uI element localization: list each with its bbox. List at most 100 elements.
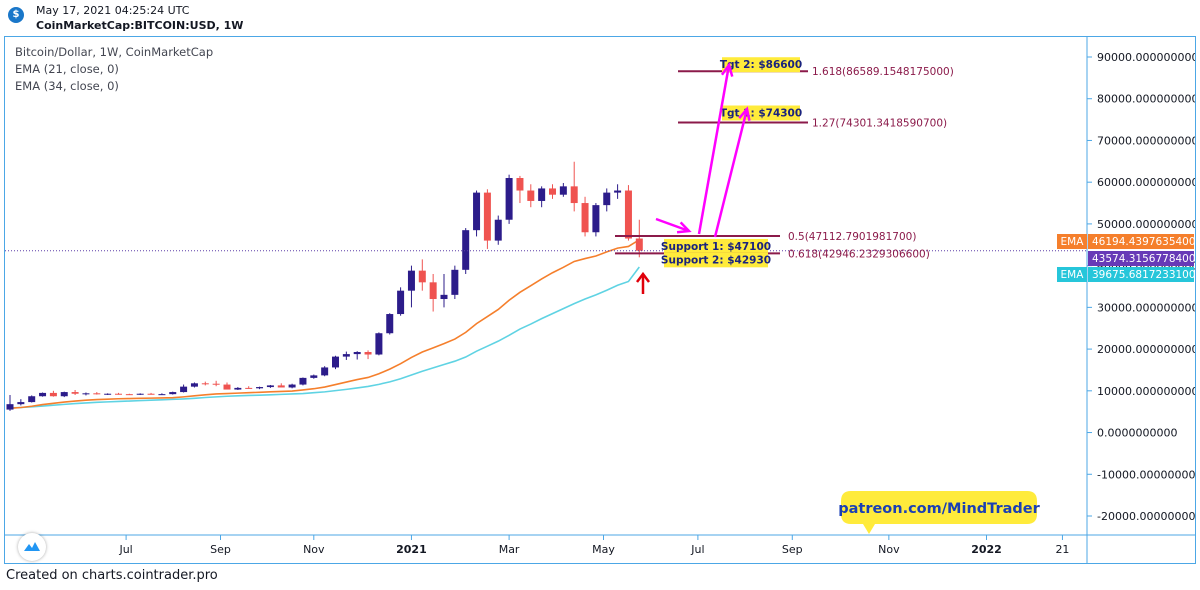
candle-body xyxy=(635,238,643,251)
candle xyxy=(581,196,589,237)
candle xyxy=(245,386,253,389)
candle xyxy=(93,392,101,395)
candle-body xyxy=(310,375,318,378)
candle-body xyxy=(570,186,578,204)
candle xyxy=(364,350,372,360)
target-2-arrow-head xyxy=(720,62,734,77)
chart-panel[interactable]: 90000.0000000000 80000.0000000000 70000.00… xyxy=(4,36,1196,564)
candle xyxy=(527,184,535,208)
candle-body xyxy=(364,352,372,355)
candle xyxy=(60,391,68,398)
candle-body xyxy=(125,394,133,396)
candle-body xyxy=(462,230,470,270)
candle-body xyxy=(559,186,567,195)
candle-body xyxy=(375,333,383,355)
candle-body xyxy=(451,269,459,295)
candle xyxy=(635,219,643,258)
badge-tag-box xyxy=(1057,234,1087,249)
red-up-arrow-head xyxy=(636,271,650,283)
candle-body xyxy=(277,385,285,388)
candle xyxy=(201,381,209,386)
candle xyxy=(266,384,274,388)
x-tick-label: Jul xyxy=(118,543,132,556)
candle-body xyxy=(115,393,122,395)
candle xyxy=(592,203,600,237)
legend-ema-34: EMA (34, close, 0) xyxy=(15,79,119,93)
candle-body xyxy=(180,386,188,393)
candle xyxy=(212,380,220,387)
tradingview-logo-icon[interactable] xyxy=(18,533,46,561)
candle xyxy=(17,399,25,406)
y-tick-label: 30000.0000000000 xyxy=(1097,301,1195,314)
candle xyxy=(614,184,622,199)
candle-body xyxy=(527,190,535,201)
candle xyxy=(136,393,144,395)
target-label-text: Support 1: $47100 xyxy=(661,241,771,253)
candle xyxy=(570,161,578,212)
candle-body xyxy=(397,290,405,315)
candle-body xyxy=(321,367,329,376)
candle-body xyxy=(440,294,448,300)
candle xyxy=(603,188,611,212)
price-badge-box xyxy=(1088,234,1194,249)
candle-body xyxy=(483,192,491,241)
candle xyxy=(125,393,133,396)
candle xyxy=(288,383,296,389)
candle xyxy=(234,387,242,390)
candle-body xyxy=(473,192,481,231)
candle-body xyxy=(39,392,47,397)
x-tick-label: Sep xyxy=(210,543,231,556)
x-tick-label: Mar xyxy=(499,543,520,556)
legend-ema-21: EMA (21, close, 0) xyxy=(15,62,119,76)
candle xyxy=(353,351,361,360)
candle-body xyxy=(603,192,611,206)
candle xyxy=(39,392,47,397)
ema-21-line xyxy=(9,239,640,410)
candle-body xyxy=(581,203,589,233)
candle-body xyxy=(82,393,90,395)
candle xyxy=(49,390,57,397)
price-badge-box xyxy=(1088,267,1194,282)
candle xyxy=(82,392,90,396)
legend-title: Bitcoin/Dollar, 1W, CoinMarketCap xyxy=(15,45,214,59)
candle xyxy=(147,392,155,395)
pointer-arrow-head xyxy=(676,221,692,234)
target-1-arrow xyxy=(713,108,749,238)
y-tick-label: -10000.0000000000 xyxy=(1097,468,1195,481)
callout-text: patreon.com/MindTrader xyxy=(838,501,1040,517)
price-badge-value: 46194.4397635400 xyxy=(1092,236,1195,248)
candle xyxy=(321,366,329,377)
y-tick-label: 70000.0000000000 xyxy=(1097,134,1195,147)
price-badge-value: 39675.6817233100 xyxy=(1092,269,1195,281)
target-label-box xyxy=(664,238,768,254)
candle-body xyxy=(342,354,350,357)
chart-header: $ May 17, 2021 04:25:24 UTC CoinMarketCa… xyxy=(0,0,1200,36)
candle-body xyxy=(60,392,68,397)
candle xyxy=(397,287,405,316)
candle xyxy=(277,383,285,388)
cointrader-logo-icon: $ xyxy=(8,7,24,23)
candle-body xyxy=(266,385,274,388)
candle-body xyxy=(418,270,426,283)
candle-body xyxy=(17,402,25,405)
candle-body xyxy=(299,377,307,385)
candle xyxy=(115,392,122,395)
candle-body xyxy=(6,404,14,410)
candle xyxy=(332,355,339,370)
x-tick-label: Sep xyxy=(782,543,803,556)
y-tick-label: 80000.0000000000 xyxy=(1097,93,1195,106)
candle xyxy=(386,313,394,335)
candle xyxy=(624,185,632,241)
candle xyxy=(71,389,79,395)
candle-body xyxy=(136,393,144,395)
candle xyxy=(483,189,491,249)
candle-body xyxy=(538,188,546,201)
ema-34-line xyxy=(9,266,640,409)
patreon-callout: patreon.com/MindTrader xyxy=(838,491,1041,534)
target-label-box xyxy=(722,57,800,73)
candle-body xyxy=(256,387,264,389)
candle xyxy=(549,184,556,199)
candle-body xyxy=(407,270,415,291)
candle-body xyxy=(190,383,198,387)
price-chart[interactable]: 90000.0000000000 80000.0000000000 70000.00… xyxy=(5,37,1195,563)
